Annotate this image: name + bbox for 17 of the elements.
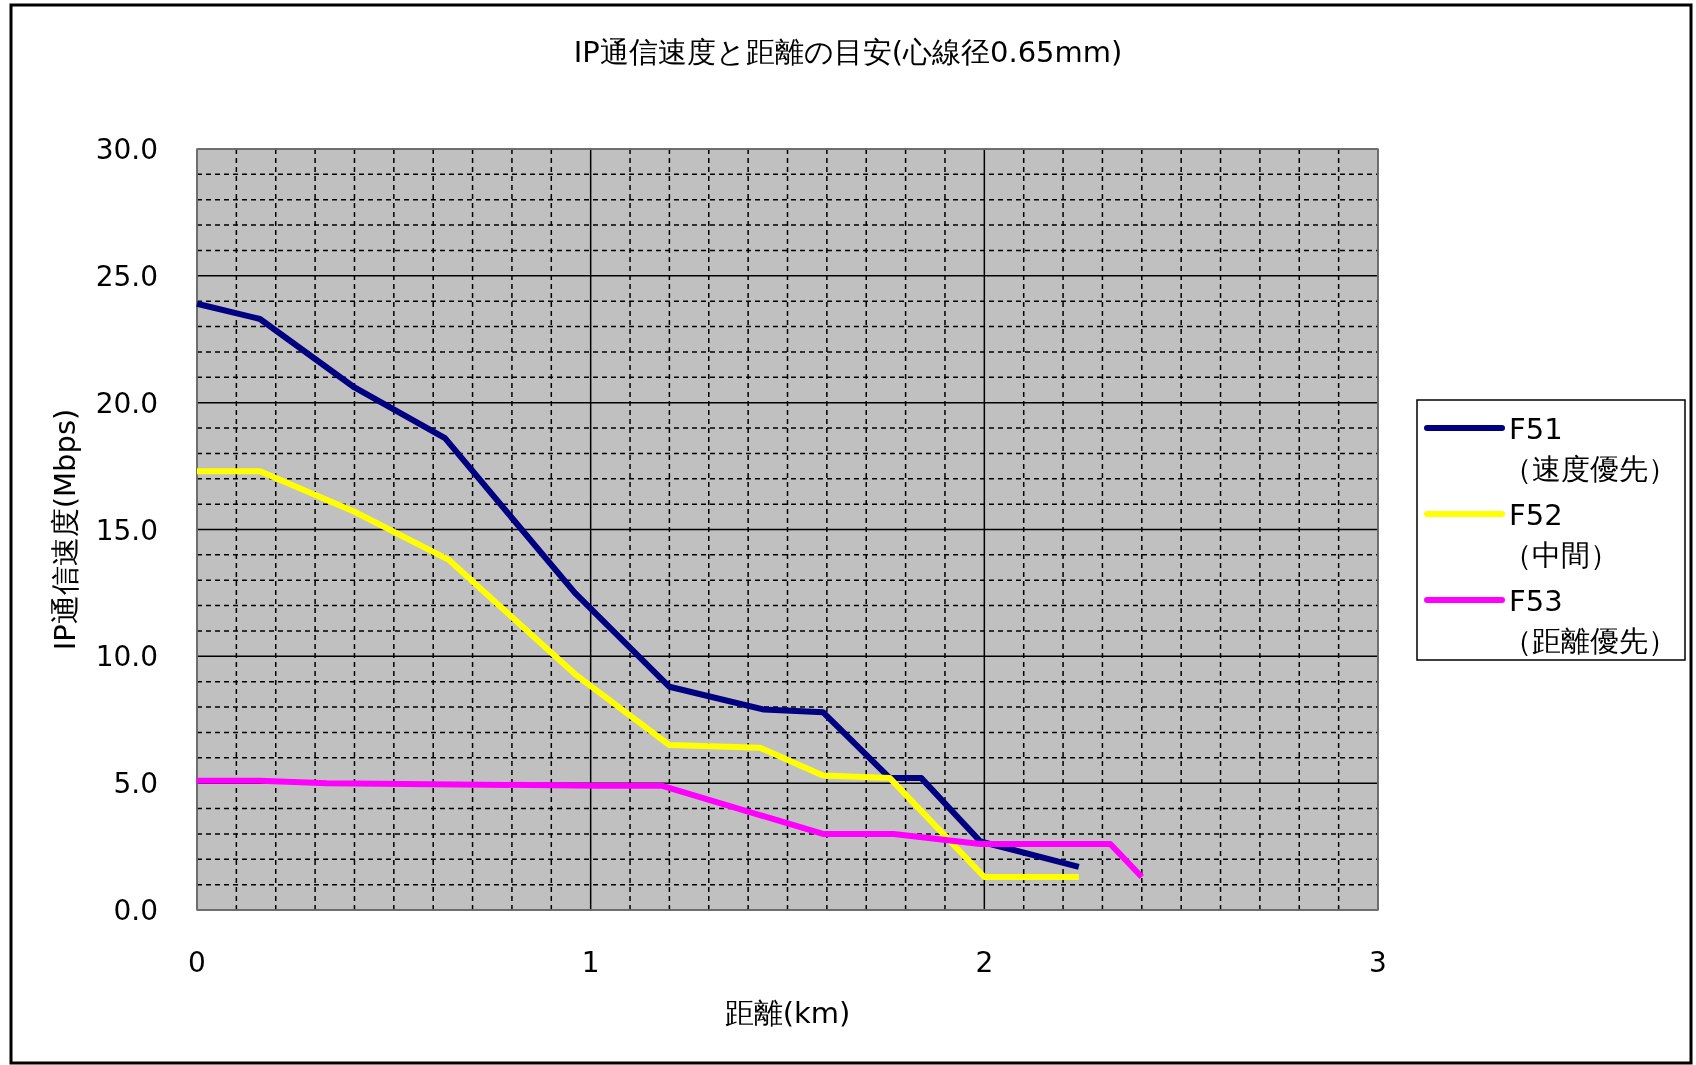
y-axis-title: IP通信速度(Mbps) <box>48 408 82 651</box>
y-tick-label: 5.0 <box>113 767 158 801</box>
y-tick-label: 30.0 <box>95 133 158 166</box>
y-tick-label: 15.0 <box>95 513 158 547</box>
chart-title: IP通信速度と距離の目安(心線径0.65mm) <box>573 35 1123 69</box>
x-tick-label: 2 <box>975 946 994 979</box>
y-tick-label: 20.0 <box>95 386 158 420</box>
legend-label: F51（速度優先） <box>1503 412 1677 486</box>
x-tick-label: 1 <box>581 946 600 979</box>
x-axis-title: 距離(km) <box>724 996 851 1030</box>
x-tick-label: 0 <box>188 946 206 979</box>
y-tick-label: 25.0 <box>95 259 158 293</box>
y-tick-label: 10.0 <box>95 640 158 674</box>
x-tick-label: 3 <box>1369 946 1387 979</box>
legend-label: F53（距離優先） <box>1503 584 1677 658</box>
legend-label: F52（中間） <box>1503 498 1619 572</box>
y-tick-label: 0.0 <box>113 894 158 927</box>
